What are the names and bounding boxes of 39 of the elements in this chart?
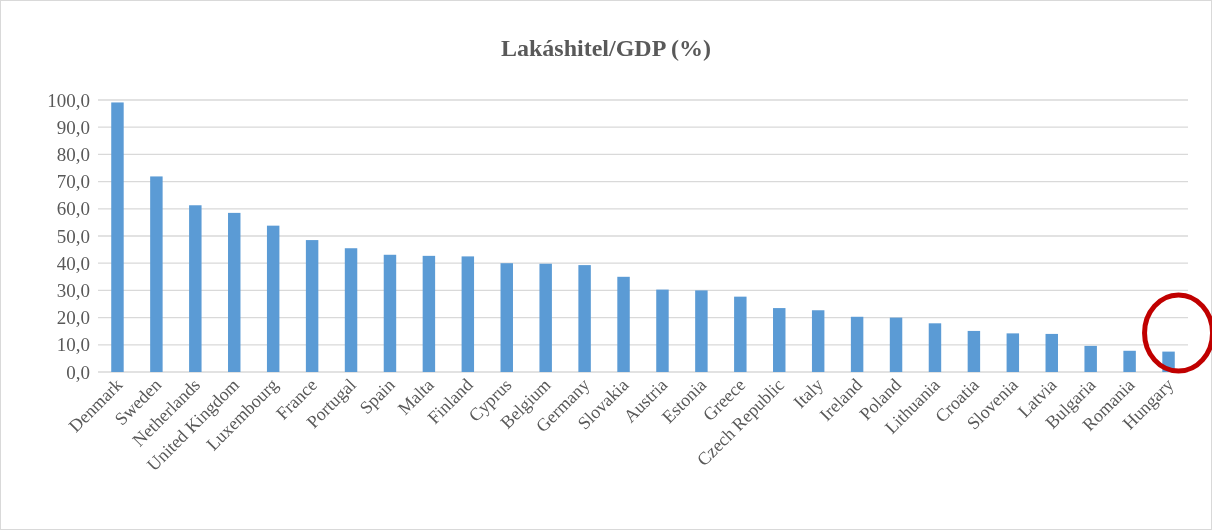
- bar: [461, 256, 475, 372]
- y-tick-label: 50,0: [56, 225, 90, 247]
- bar: [811, 310, 825, 372]
- bar: [111, 102, 124, 372]
- y-tick-label: 40,0: [56, 252, 90, 274]
- bar: [1006, 333, 1020, 372]
- bar: [539, 263, 552, 372]
- y-tick-label: 20,0: [56, 307, 90, 329]
- chart-title: Lakáshitel/GDP (%): [500, 35, 712, 61]
- y-tick-label: 90,0: [56, 116, 90, 138]
- bar: [150, 176, 163, 372]
- bar: [383, 254, 397, 372]
- y-tick-label: 0,0: [66, 361, 90, 383]
- bar: [228, 212, 241, 372]
- bar: [734, 296, 747, 372]
- bar: [1084, 345, 1097, 372]
- bar: [695, 290, 708, 372]
- bar: [1045, 333, 1058, 372]
- y-tick-label: 10,0: [56, 334, 90, 356]
- bar: [656, 289, 669, 372]
- y-tick-label: 80,0: [56, 144, 90, 166]
- bar: [1123, 350, 1136, 372]
- bar: [305, 240, 319, 372]
- bar: [928, 323, 942, 372]
- y-tick-label: 30,0: [56, 280, 90, 302]
- bar: [500, 263, 513, 372]
- bar: [617, 276, 630, 372]
- y-tick-label: 100,0: [47, 89, 90, 111]
- bar: [773, 308, 786, 372]
- y-tick-label: 60,0: [56, 198, 90, 220]
- bar: [422, 255, 436, 372]
- bar: [850, 316, 864, 372]
- bar: [266, 225, 280, 372]
- bar: [967, 330, 981, 372]
- y-tick-label: 70,0: [56, 171, 90, 193]
- bar: [344, 248, 358, 372]
- bar: [189, 205, 202, 372]
- bar: [578, 265, 591, 372]
- bar: [889, 317, 903, 372]
